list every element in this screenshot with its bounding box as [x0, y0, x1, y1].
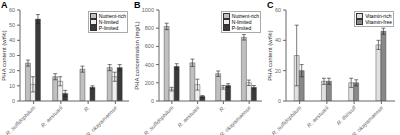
html-text:A: A [1, 0, 8, 10]
svg-text:0: 0 [12, 98, 15, 104]
html-text:N-limited: N-limited [231, 19, 252, 25]
svg-text:R. okayamaense: R. okayamaense [219, 105, 252, 135]
svg-text:600: 600 [145, 43, 154, 49]
svg-text:0: 0 [278, 98, 281, 104]
html-text:Vitamin-free: Vitamin-free [365, 19, 392, 25]
svg-text:40: 40 [275, 37, 281, 43]
html-text:PHA content (wt%): PHA content (wt%) [266, 30, 273, 81]
html-text:N-limited: N-limited [98, 19, 119, 25]
html-text:Nutrient-rich: Nutrient-rich [231, 13, 259, 19]
svg-text:400: 400 [145, 62, 154, 68]
svg-text:0: 0 [151, 98, 154, 104]
html-text:PHA content (wt%): PHA content (wt%) [0, 30, 7, 81]
html-text:P-limited: P-limited [231, 25, 252, 31]
svg-text:R. aestuarii: R. aestuarii [177, 104, 201, 128]
svg-text:R. sulfidophilum: R. sulfidophilum [271, 104, 303, 135]
html-text:P-limited: P-limited [98, 25, 119, 31]
svg-text:10: 10 [9, 83, 15, 89]
svg-text:R. sulfidophilum: R. sulfidophilum [8, 104, 37, 135]
svg-text:50: 50 [9, 22, 15, 28]
svg-text:1000: 1000 [142, 7, 154, 13]
html-text:C: C [267, 0, 274, 10]
svg-text:R. sulfidophilum: R. sulfidophilum [143, 104, 175, 135]
svg-text:R.: R. [218, 105, 226, 113]
svg-text:30: 30 [9, 52, 15, 58]
svg-text:20: 20 [275, 68, 281, 74]
svg-text:200: 200 [145, 80, 154, 86]
svg-text:R. okayamaense: R. okayamaense [351, 105, 384, 135]
svg-text:R.: R. [83, 105, 91, 113]
svg-text:20: 20 [9, 68, 15, 74]
html-text:Vitamin-rich: Vitamin-rich [365, 13, 392, 19]
svg-text:40: 40 [9, 37, 15, 43]
html-text:Nutrient-rich: Nutrient-rich [98, 13, 126, 19]
svg-text:R. thiosulf: R. thiosulf [335, 104, 357, 126]
html-text:B: B [134, 0, 141, 10]
svg-text:800: 800 [145, 25, 154, 31]
svg-text:R. aestuarii: R. aestuarii [40, 104, 64, 128]
html-text:PHA concentration (mg/L): PHA concentration (mg/L) [133, 21, 140, 90]
svg-text:R. aestuarii: R. aestuarii [306, 104, 330, 128]
svg-text:60: 60 [275, 7, 281, 13]
svg-text:R. okayamaense: R. okayamaense [85, 105, 118, 135]
svg-text:60: 60 [9, 7, 15, 13]
